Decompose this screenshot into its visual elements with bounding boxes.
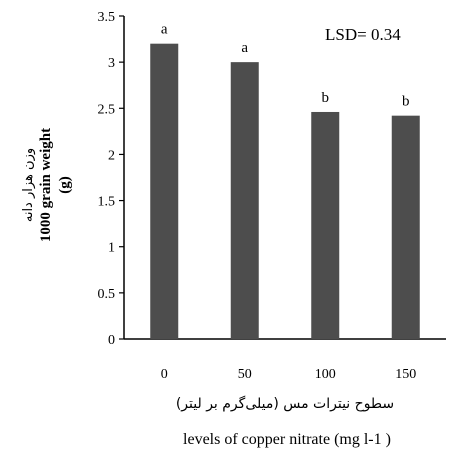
significance-letter: b <box>322 90 330 106</box>
x-tick-label: 0 <box>161 367 168 382</box>
y-tick-label: 2.5 <box>98 102 116 117</box>
significance-letter: a <box>161 22 168 38</box>
y-axis-label-persian: وزن هزار دانه <box>21 148 36 222</box>
y-axis-title: وزن هزار دانه 1000 grain weight (g) <box>21 128 73 242</box>
x-tick-label: 100 <box>315 367 336 382</box>
bar <box>391 115 420 339</box>
x-axis-label-persian: سطوح نیترات مس (میلی‌گرم بر لیتر) <box>176 395 394 412</box>
y-tick-label: 2 <box>108 148 115 163</box>
significance-letter: b <box>402 94 410 110</box>
significance-letters: a a b b <box>161 22 410 110</box>
bar <box>150 43 179 339</box>
y-tick-label: 1 <box>108 241 115 256</box>
y-ticks: 0 0.5 1 1.5 2 2.5 3 3.5 <box>98 10 124 348</box>
y-axis-label-english: 1000 grain weight <box>38 128 54 242</box>
y-tick-label: 0 <box>108 333 115 348</box>
y-tick-label: 3.5 <box>98 10 116 25</box>
bar <box>311 111 340 339</box>
y-tick-label: 3 <box>108 56 115 71</box>
bar <box>230 62 259 340</box>
significance-letter: a <box>241 40 248 56</box>
x-tick-labels: 0 50 100 150 <box>161 367 417 382</box>
y-axis-unit: (g) <box>57 176 73 194</box>
lsd-annotation: LSD= 0.34 <box>325 25 401 44</box>
x-axis-label-english: levels of copper nitrate (mg l-1 ) <box>183 431 391 448</box>
bars <box>150 43 420 340</box>
x-tick-label: 150 <box>395 367 416 382</box>
y-tick-label: 1.5 <box>98 195 116 210</box>
x-tick-label: 50 <box>238 367 252 382</box>
y-tick-label: 0.5 <box>98 287 116 302</box>
